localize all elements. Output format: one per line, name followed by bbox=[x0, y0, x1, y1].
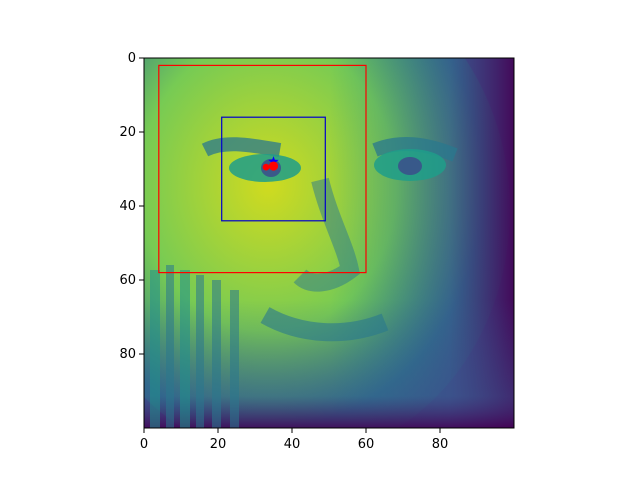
y-axis-ticks: 0 20 40 60 80 bbox=[119, 51, 144, 362]
axes-frame bbox=[143, 57, 515, 429]
y-tick-label: 80 bbox=[119, 347, 136, 362]
mouth bbox=[260, 307, 389, 342]
y-tick-label: 60 bbox=[119, 273, 136, 288]
red-dot-markers bbox=[262, 161, 279, 171]
right-pupil bbox=[398, 157, 422, 175]
red-bounding-box bbox=[158, 64, 367, 274]
face-image bbox=[144, 58, 514, 428]
blue-bounding-box bbox=[221, 116, 326, 222]
nose-shadow bbox=[293, 177, 360, 292]
red-dot-icon bbox=[262, 163, 270, 171]
bottom-shadow bbox=[144, 300, 514, 428]
star-icon bbox=[268, 156, 279, 167]
x-tick-label: 20 bbox=[210, 437, 227, 452]
x-axis-ticks: 0 20 40 60 80 bbox=[140, 428, 448, 452]
x-tick-label: 80 bbox=[432, 437, 449, 452]
x-tick-label: 40 bbox=[284, 437, 301, 452]
y-tick-label: 0 bbox=[128, 51, 136, 66]
right-eyebrow bbox=[372, 136, 458, 162]
y-tick-label: 20 bbox=[119, 125, 136, 140]
red-dot-icon bbox=[268, 161, 279, 171]
blue-star-marker bbox=[268, 156, 279, 167]
x-tick-label: 60 bbox=[358, 437, 375, 452]
hair-strands bbox=[150, 265, 239, 428]
y-tick-label: 40 bbox=[119, 199, 136, 214]
x-tick-label: 0 bbox=[140, 437, 148, 452]
overlays bbox=[158, 64, 367, 274]
left-eyebrow bbox=[201, 137, 282, 157]
